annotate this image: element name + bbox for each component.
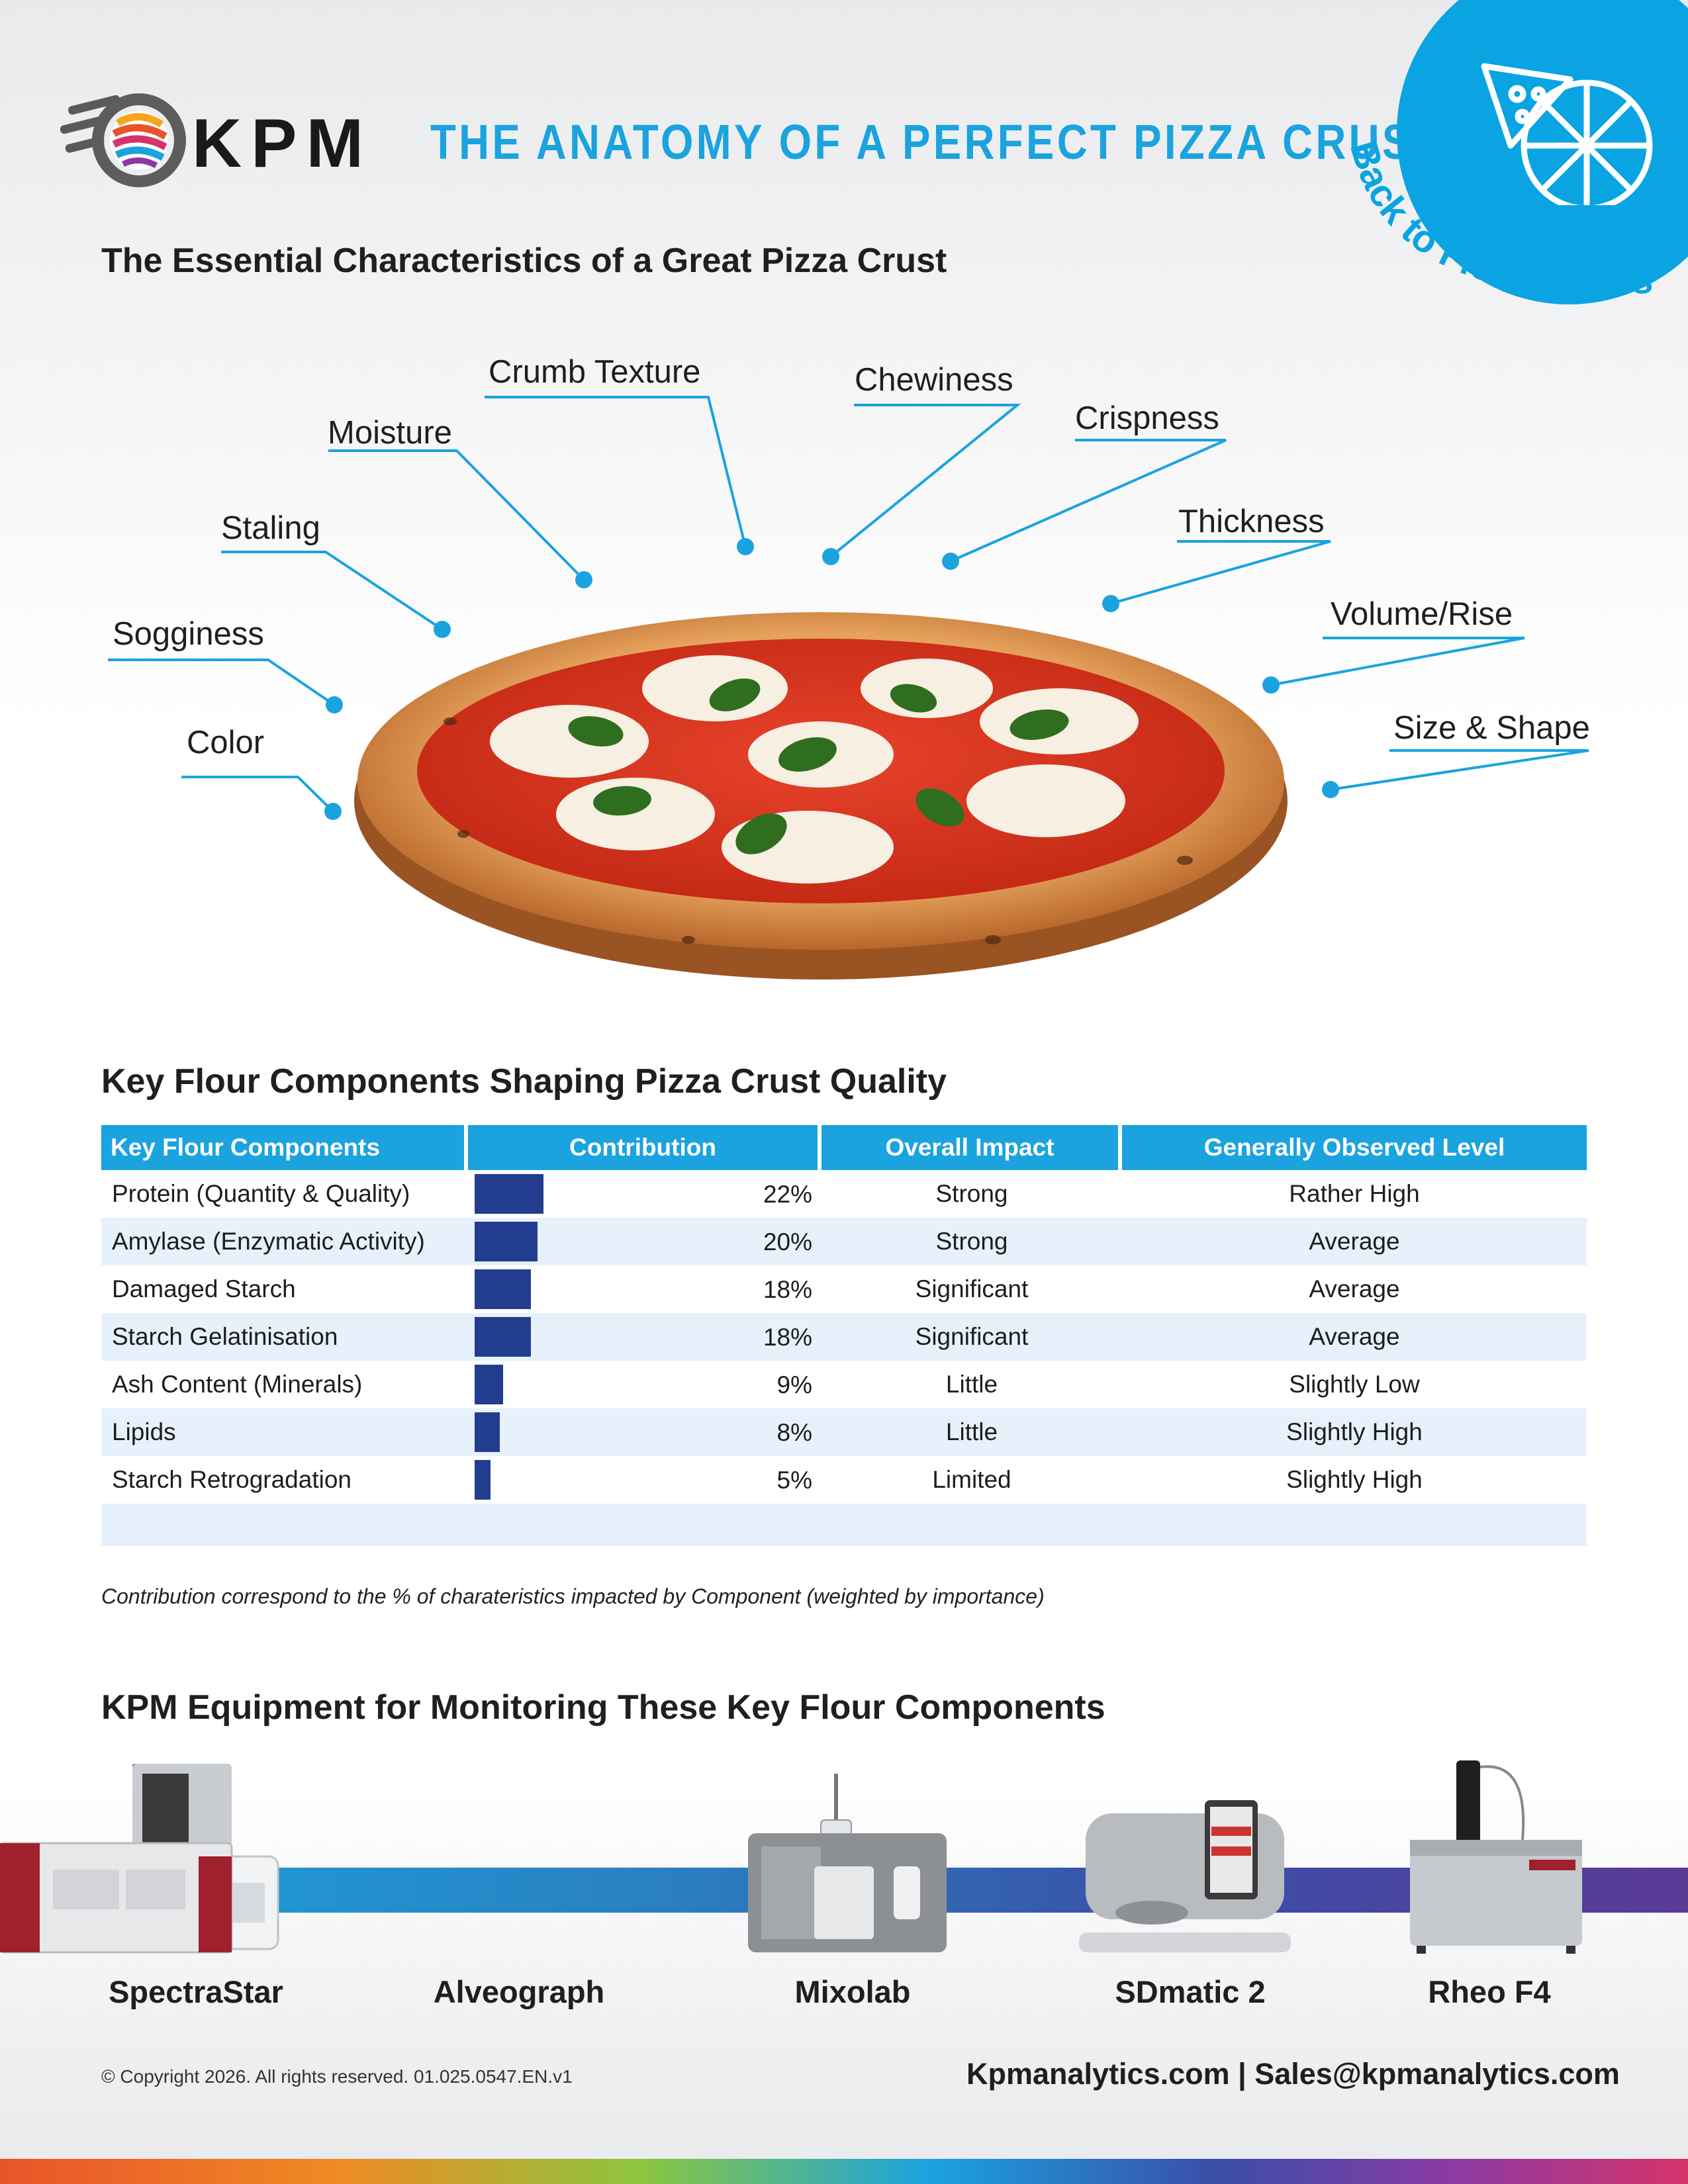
level-cell: Slightly Low: [1289, 1371, 1420, 1398]
section-heading-characteristics: The Essential Characteristics of a Great…: [101, 242, 947, 280]
callout-staling: Staling: [221, 510, 320, 546]
contribution-value: 18%: [763, 1324, 812, 1351]
impact-cell: Little: [945, 1371, 998, 1398]
section-heading-equipment: KPM Equipment for Monitoring These Key F…: [101, 1688, 1105, 1727]
table-row: Protein (Quantity & Quality) 22% Strong Rat…: [101, 1170, 1587, 1218]
page-title: THE ANATOMY OF A PERFECT PIZZA CRUST: [430, 114, 1442, 169]
equipment-label-sdmatic-2: SDmatic 2: [1115, 1974, 1266, 2009]
pizza-illustration: [344, 582, 1297, 993]
contribution-bar: [475, 1460, 491, 1500]
callout-crumb-texture: Crumb Texture: [489, 354, 701, 390]
impact-cell: Strong: [935, 1180, 1008, 1207]
table-row: Lipids 8% Little Slightly High: [101, 1408, 1587, 1456]
sdmatic-image: [1079, 1787, 1297, 1956]
table-header-row: Key Flour Components Contribution Overal…: [101, 1125, 1587, 1170]
table-row: Starch Gelatinisation 18% Significant Avera…: [101, 1313, 1587, 1361]
contribution-cell: 18%: [468, 1265, 821, 1313]
table-row: Starch Retrogradation 5% Limited Slightly H…: [101, 1456, 1587, 1504]
rainbow-stripe: [0, 2159, 1688, 2184]
rheo-f4-image: [1397, 1760, 1595, 1956]
level-cell: Rather High: [1289, 1180, 1420, 1207]
level-cell: Average: [1122, 1313, 1587, 1361]
component-name: Starch Retrogradation: [112, 1466, 352, 1493]
level-cell: Slightly High: [1122, 1408, 1587, 1456]
equipment-label-rheo-f4: Rheo F4: [1428, 1974, 1551, 2009]
flour-components-table: Key Flour Components Contribution Overal…: [101, 1125, 1587, 1546]
level-cell: Slightly High: [1286, 1466, 1423, 1493]
contribution-value: 18%: [763, 1276, 812, 1303]
equipment-label-alveograph: Alveograph: [433, 1974, 605, 2009]
contribution-value: 9%: [776, 1371, 812, 1398]
table-row: Damaged Starch 18% Significant Average: [101, 1265, 1587, 1313]
kpm-logo-mark-icon: [60, 93, 186, 187]
pizza-icon: [1471, 53, 1656, 212]
callout-chewiness: Chewiness: [855, 362, 1013, 398]
callout-color: Color: [187, 725, 265, 760]
callout-moisture: Moisture: [328, 415, 452, 451]
table-empty-row: [101, 1504, 1587, 1546]
contribution-cell: 18%: [468, 1313, 821, 1361]
impact-cell: Strong: [821, 1218, 1122, 1265]
contribution-value: 22%: [763, 1181, 812, 1208]
impact-cell: Significant: [915, 1275, 1029, 1302]
component-name: Protein (Quantity & Quality): [112, 1180, 410, 1207]
callout-volume-rise: Volume/Rise: [1331, 596, 1513, 632]
component-name: Starch Gelatinisation: [101, 1313, 468, 1361]
contribution-bar: [475, 1269, 532, 1309]
series-badge-text: Back to Flour Series: [1337, 126, 1681, 364]
section-heading-components: Key Flour Components Shaping Pizza Crust…: [101, 1062, 947, 1101]
series-badge-label: Back to Flour Series: [1342, 136, 1654, 303]
equipment-label-mixolab: Mixolab: [794, 1974, 911, 2009]
component-name: Damaged Starch: [112, 1275, 296, 1302]
component-name: Ash Content (Minerals): [112, 1371, 363, 1398]
copyright-text: © Copyright 2026. All rights reserved. 0…: [101, 2066, 573, 2087]
contribution-bar: [475, 1317, 532, 1357]
contribution-bar: [475, 1365, 503, 1404]
contact-links[interactable]: Kpmanalytics.com | Sales@kpmanalytics.co…: [966, 2057, 1620, 2091]
table-footnote: Contribution correspond to the % of char…: [101, 1584, 1045, 1608]
alveograph-image: [0, 1757, 238, 1956]
contribution-bar: [475, 1174, 543, 1214]
kpm-logo: [58, 83, 191, 189]
table-row: Amylase (Enzymatic Activity) 20% Strong Ave…: [101, 1218, 1587, 1265]
contribution-value: 5%: [776, 1467, 812, 1494]
column-header: Contribution: [468, 1125, 821, 1170]
contribution-cell: 9%: [468, 1361, 821, 1408]
component-name: Amylase (Enzymatic Activity): [101, 1218, 468, 1265]
equipment-label-spectrastar: SpectraStar: [109, 1974, 283, 2009]
level-cell: Average: [1309, 1275, 1400, 1302]
contribution-value: 20%: [763, 1228, 812, 1255]
contribution-cell: 8%: [468, 1408, 821, 1456]
contribution-cell: 20%: [468, 1218, 821, 1265]
column-header: Key Flour Components: [101, 1125, 468, 1170]
column-header: Overall Impact: [821, 1125, 1122, 1170]
svg-text:Back to Flour Series: Back to Flour Series: [1342, 136, 1654, 303]
contribution-bar: [475, 1412, 500, 1452]
impact-cell: Limited: [932, 1466, 1011, 1493]
brand-wordmark: KPM: [192, 105, 373, 182]
callout-thickness: Thickness: [1178, 504, 1325, 539]
callout-sogginess: Sogginess: [113, 616, 264, 652]
impact-cell: Little: [821, 1408, 1122, 1456]
contribution-value: 8%: [776, 1419, 812, 1446]
contribution-cell: 5%: [468, 1456, 821, 1504]
contribution-cell: 22%: [468, 1170, 821, 1218]
callout-size-shape: Size & Shape: [1393, 710, 1590, 746]
level-cell: Average: [1122, 1218, 1587, 1265]
column-header: Generally Observed Level: [1122, 1125, 1587, 1170]
mixolab-image: [741, 1774, 953, 1956]
table-row: Ash Content (Minerals) 9% Little Slightly L…: [101, 1361, 1587, 1408]
contribution-bar: [475, 1222, 538, 1261]
component-name: Lipids: [101, 1408, 468, 1456]
callout-crispness: Crispness: [1075, 400, 1219, 436]
impact-cell: Significant: [821, 1313, 1122, 1361]
